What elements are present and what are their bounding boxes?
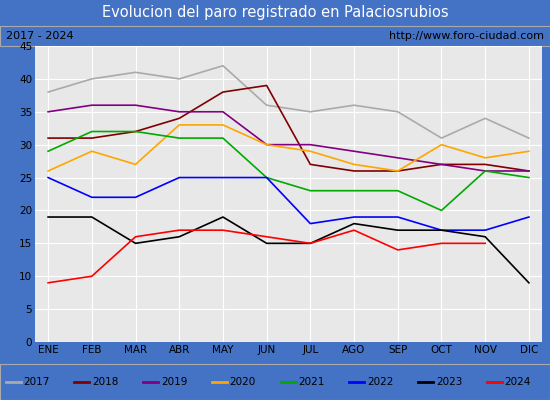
Text: 2017 - 2024: 2017 - 2024 bbox=[6, 31, 73, 41]
Text: 2019: 2019 bbox=[161, 377, 187, 387]
Text: 2020: 2020 bbox=[230, 377, 256, 387]
Text: http://www.foro-ciudad.com: http://www.foro-ciudad.com bbox=[389, 31, 544, 41]
Text: 2023: 2023 bbox=[436, 377, 462, 387]
Text: Evolucion del paro registrado en Palaciosrubios: Evolucion del paro registrado en Palacio… bbox=[102, 6, 448, 20]
Text: 2024: 2024 bbox=[505, 377, 531, 387]
Text: 2018: 2018 bbox=[92, 377, 118, 387]
Text: 2017: 2017 bbox=[23, 377, 50, 387]
Text: 2021: 2021 bbox=[298, 377, 324, 387]
Text: 2022: 2022 bbox=[367, 377, 393, 387]
